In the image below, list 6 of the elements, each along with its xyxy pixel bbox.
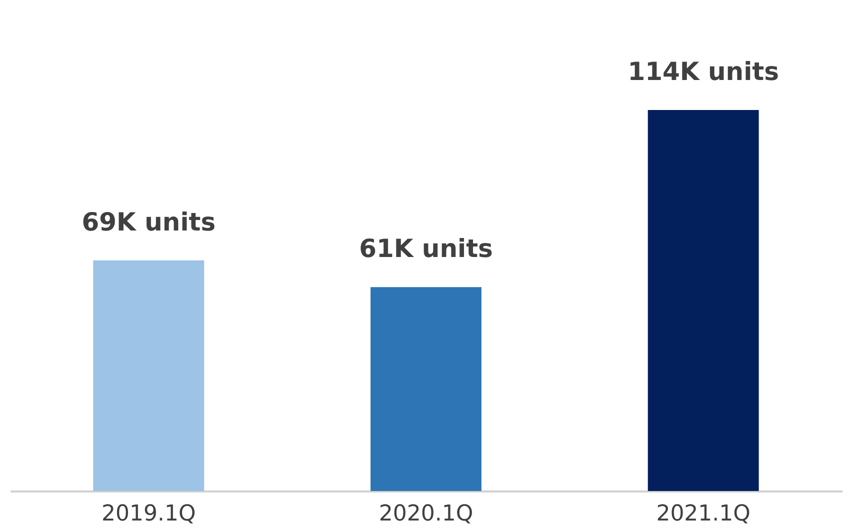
x-tick-label: 2019.1Q xyxy=(102,502,196,526)
data-label: 114K units xyxy=(628,57,779,86)
data-label: 69K units xyxy=(82,207,216,236)
x-tick-label: 2020.1Q xyxy=(378,502,474,526)
x-tick-label: 2021.1Q xyxy=(656,502,750,526)
data-label: 61K units xyxy=(359,234,493,264)
